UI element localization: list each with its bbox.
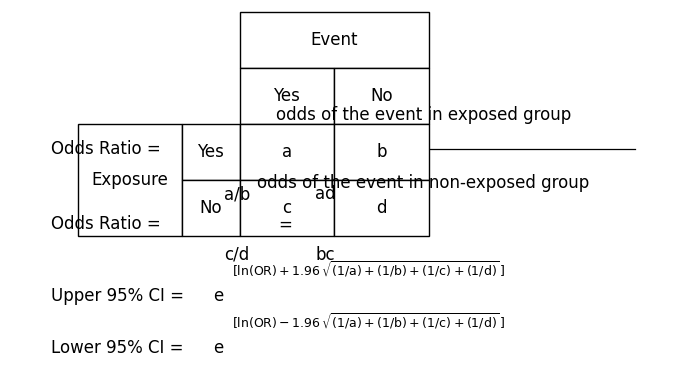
Text: c/d: c/d: [224, 246, 250, 264]
Bar: [334, 68, 429, 124]
Text: a: a: [282, 143, 292, 161]
Text: Odds Ratio =: Odds Ratio =: [51, 140, 165, 158]
Text: Odds Ratio =: Odds Ratio =: [51, 216, 165, 233]
Text: Yes: Yes: [273, 87, 300, 105]
Text: Yes: Yes: [198, 143, 224, 161]
Text: ad: ad: [315, 185, 335, 203]
Text: No: No: [370, 87, 393, 105]
Bar: [182, 124, 240, 180]
Text: odds of the event in non-exposed group: odds of the event in non-exposed group: [257, 174, 590, 192]
Text: a/b: a/b: [224, 185, 250, 203]
Text: =: =: [278, 216, 292, 233]
Text: bc: bc: [315, 246, 335, 264]
Bar: [182, 180, 240, 236]
Bar: [78, 124, 182, 236]
Bar: [240, 180, 334, 236]
Text: c: c: [282, 199, 292, 217]
Bar: [334, 180, 429, 236]
Text: Event: Event: [310, 31, 358, 49]
Text: Exposure: Exposure: [92, 171, 168, 189]
Text: b: b: [376, 143, 387, 161]
Text: No: No: [200, 199, 222, 217]
Bar: [334, 124, 429, 180]
Text: e: e: [213, 339, 223, 357]
Bar: [240, 12, 429, 68]
Text: Upper 95% CI =: Upper 95% CI =: [51, 287, 189, 305]
Bar: [240, 124, 334, 180]
Text: e: e: [213, 287, 223, 305]
Text: odds of the event in exposed group: odds of the event in exposed group: [276, 106, 571, 124]
Text: Lower 95% CI =: Lower 95% CI =: [51, 339, 188, 357]
Text: d: d: [376, 199, 387, 217]
Text: $\mathsf{[ln(OR) + 1.96\,\sqrt{(1/a)+(1/b)+(1/c)+(1/d)}\,]}$: $\mathsf{[ln(OR) + 1.96\,\sqrt{(1/a)+(1/…: [232, 259, 505, 279]
Bar: [240, 68, 334, 124]
Text: $\mathsf{[ln(OR) - 1.96\,\sqrt{(1/a)+(1/b)+(1/c)+(1/d)}\,]}$: $\mathsf{[ln(OR) - 1.96\,\sqrt{(1/a)+(1/…: [232, 311, 505, 331]
